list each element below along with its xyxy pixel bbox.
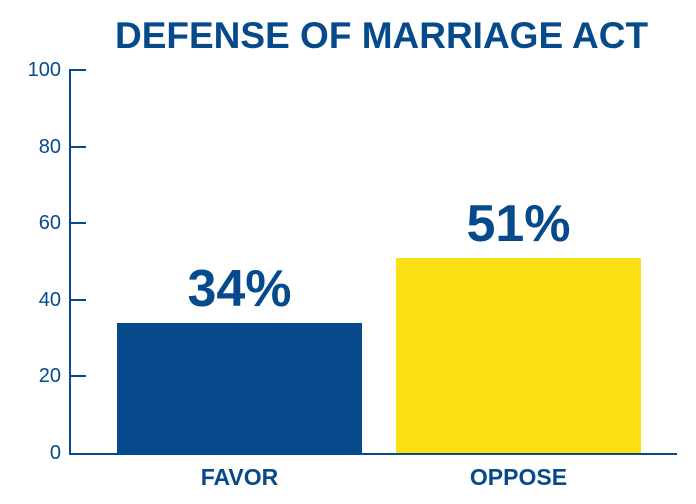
y-tick-label: 0 <box>49 442 61 464</box>
y-tick <box>69 69 86 71</box>
bar-value-label: 51% <box>466 194 571 253</box>
y-tick <box>69 222 86 225</box>
x-axis-line <box>69 453 677 455</box>
y-tick-label: 40 <box>38 288 61 311</box>
y-tick <box>69 145 86 148</box>
y-tick-label: 20 <box>38 365 61 388</box>
y-axis-line <box>69 70 71 455</box>
bar-oppose <box>396 257 641 453</box>
y-tick-label: 60 <box>38 212 61 235</box>
y-tick <box>69 298 86 301</box>
y-tick <box>69 375 86 378</box>
category-label: FAVOR <box>200 464 279 490</box>
bar-value-label: 34% <box>187 259 292 318</box>
y-tick-label: 80 <box>38 135 61 158</box>
category-label: OPPOSE <box>469 464 568 490</box>
chart-title: DEFENSE OF MARRIAGE ACT <box>115 15 649 56</box>
bar-favor <box>117 322 362 453</box>
y-tick-label: 100 <box>27 59 61 81</box>
